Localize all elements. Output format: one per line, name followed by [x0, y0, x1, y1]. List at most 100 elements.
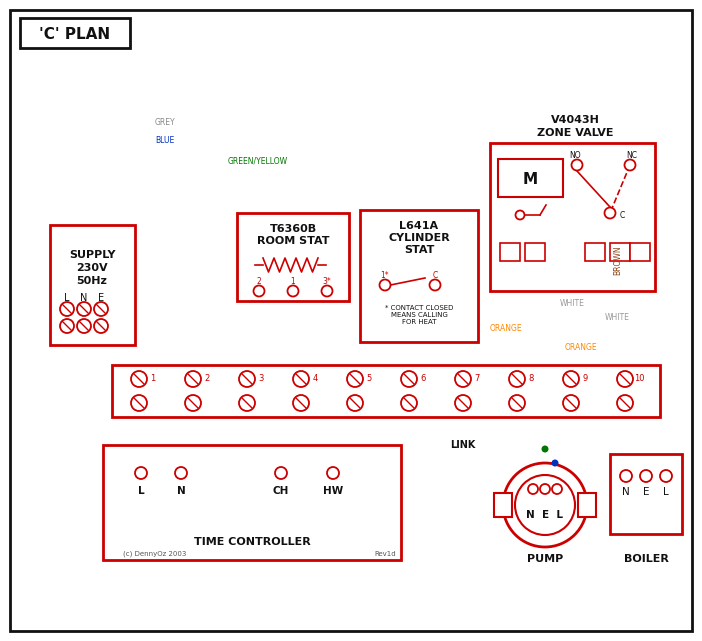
Text: * CONTACT CLOSED
MEANS CALLING
FOR HEAT: * CONTACT CLOSED MEANS CALLING FOR HEAT: [385, 305, 453, 325]
Circle shape: [604, 208, 616, 219]
Circle shape: [347, 371, 363, 387]
Text: NO: NO: [569, 151, 581, 160]
Circle shape: [185, 395, 201, 411]
Text: 2: 2: [257, 276, 261, 285]
Circle shape: [509, 371, 525, 387]
Circle shape: [293, 371, 309, 387]
Text: GREY: GREY: [155, 118, 176, 127]
Circle shape: [563, 371, 579, 387]
Text: STAT: STAT: [404, 245, 435, 255]
Text: M: M: [522, 172, 538, 187]
Text: E: E: [643, 487, 649, 497]
Bar: [525, 243, 545, 261]
Text: 7: 7: [475, 374, 479, 383]
Text: TIME CONTROLLER: TIME CONTROLLER: [194, 537, 310, 547]
Text: BLUE: BLUE: [155, 136, 174, 145]
Text: 50Hz: 50Hz: [77, 276, 107, 286]
Text: L: L: [138, 486, 145, 496]
Circle shape: [617, 395, 633, 411]
Text: 3: 3: [258, 374, 264, 383]
Text: PUMP: PUMP: [527, 554, 563, 564]
Circle shape: [131, 371, 147, 387]
Circle shape: [77, 302, 91, 316]
Text: BROWN: BROWN: [613, 246, 622, 275]
Text: (c) DennyOz 2003: (c) DennyOz 2003: [123, 551, 186, 557]
Circle shape: [94, 319, 108, 333]
Text: 10: 10: [634, 374, 644, 383]
Text: C: C: [619, 210, 625, 219]
Text: N: N: [177, 486, 185, 496]
Bar: [237, 213, 349, 301]
Circle shape: [552, 484, 562, 494]
Circle shape: [528, 484, 538, 494]
Circle shape: [563, 395, 579, 411]
Text: NC: NC: [626, 151, 637, 160]
Text: LINK: LINK: [450, 440, 476, 450]
Circle shape: [625, 160, 635, 171]
Circle shape: [455, 371, 471, 387]
Bar: [585, 243, 605, 261]
Text: ZONE VALVE: ZONE VALVE: [537, 128, 614, 138]
Circle shape: [347, 395, 363, 411]
Text: C: C: [432, 271, 437, 279]
Circle shape: [60, 319, 74, 333]
Circle shape: [288, 285, 298, 297]
Text: N: N: [622, 487, 630, 497]
Circle shape: [60, 302, 74, 316]
Text: ORANGE: ORANGE: [490, 324, 522, 333]
Text: 230V: 230V: [77, 263, 108, 273]
Circle shape: [185, 371, 201, 387]
Circle shape: [571, 160, 583, 171]
Circle shape: [239, 395, 255, 411]
Bar: [500, 243, 520, 261]
Text: 9: 9: [583, 374, 588, 383]
Bar: [20, 18, 130, 48]
Text: Rev1d: Rev1d: [374, 551, 396, 557]
Text: CH: CH: [273, 486, 289, 496]
Circle shape: [541, 445, 548, 453]
Text: 1: 1: [291, 276, 296, 285]
Bar: [112, 365, 660, 417]
Circle shape: [94, 302, 108, 316]
Circle shape: [380, 279, 390, 290]
Text: 6: 6: [420, 374, 425, 383]
Bar: [610, 454, 682, 534]
Text: WHITE: WHITE: [605, 313, 630, 322]
Text: 5: 5: [366, 374, 371, 383]
Bar: [610, 243, 630, 261]
Text: L641A: L641A: [399, 221, 439, 231]
Text: SUPPLY: SUPPLY: [69, 250, 115, 260]
Text: 3*: 3*: [323, 276, 331, 285]
Text: 'C' PLAN: 'C' PLAN: [39, 26, 110, 42]
Text: 4: 4: [312, 374, 317, 383]
Bar: [630, 243, 650, 261]
Circle shape: [515, 210, 524, 219]
Text: 2: 2: [204, 374, 210, 383]
Circle shape: [275, 467, 287, 479]
Bar: [103, 445, 401, 560]
Text: N  E  L: N E L: [526, 510, 564, 520]
Text: HW: HW: [323, 486, 343, 496]
Circle shape: [135, 467, 147, 479]
Circle shape: [293, 395, 309, 411]
Bar: [360, 210, 478, 342]
Circle shape: [77, 319, 91, 333]
Circle shape: [430, 279, 440, 290]
Circle shape: [515, 475, 575, 535]
Circle shape: [239, 371, 255, 387]
Circle shape: [660, 470, 672, 482]
Text: L: L: [65, 293, 69, 303]
Circle shape: [327, 467, 339, 479]
Text: ORANGE: ORANGE: [565, 343, 597, 352]
Circle shape: [617, 371, 633, 387]
Bar: [50, 225, 135, 345]
Circle shape: [253, 285, 265, 297]
Bar: [490, 143, 655, 291]
Text: T6360B: T6360B: [270, 224, 317, 234]
Bar: [498, 159, 563, 197]
Bar: [578, 493, 596, 517]
Circle shape: [509, 395, 525, 411]
Circle shape: [401, 371, 417, 387]
Text: CYLINDER: CYLINDER: [388, 233, 450, 243]
Text: WHITE: WHITE: [560, 299, 585, 308]
